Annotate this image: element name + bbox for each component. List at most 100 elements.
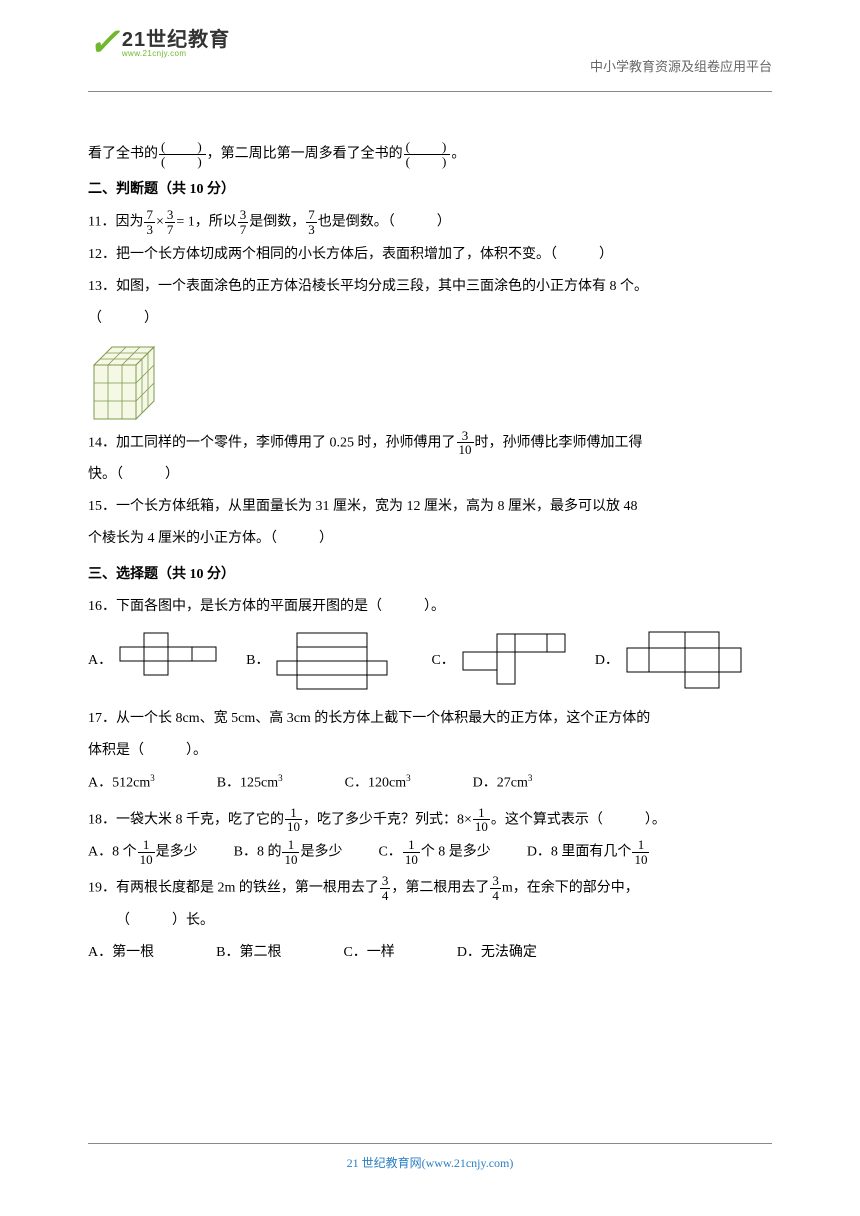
exponent: 3 xyxy=(150,773,155,783)
opt-label-a: A． xyxy=(88,647,112,675)
opt-label-c: C． xyxy=(431,647,454,675)
num: 3 xyxy=(457,429,474,444)
q19-opt-c: C．一样 xyxy=(343,939,394,967)
den: 10 xyxy=(457,443,474,457)
q16-opt-d: D． xyxy=(595,630,743,692)
q18-pre: 18．一袋大米 8 千克，吃了它的 xyxy=(88,812,284,827)
q12: 12．把一个长方体切成两个相同的小长方体后，表面积增加了，体积不变。（ ） xyxy=(88,241,772,269)
page-header: ✓ 21世纪教育 www.21cnjy.com 中小学教育资源及组卷应用平台 xyxy=(88,0,772,92)
intro-mid: ，第二周比第一周多看了全书的 xyxy=(207,146,403,161)
header-right-text: 中小学教育资源及组卷应用平台 xyxy=(590,56,772,75)
num: 1 xyxy=(282,838,299,853)
num: 1 xyxy=(285,806,302,821)
den: 10 xyxy=(138,853,155,867)
q17-options: A．512cm3 B．125cm3 C．120cm3 D．27cm3 xyxy=(88,769,772,798)
den: 10 xyxy=(403,853,420,867)
net-figure-a xyxy=(118,631,218,691)
den: 3 xyxy=(144,223,155,237)
q13-line2: （ ） xyxy=(88,305,772,333)
den: 10 xyxy=(473,820,490,834)
t: 是多少 xyxy=(156,844,198,859)
logo: ✓ 21世纪教育 www.21cnjy.com xyxy=(88,28,230,58)
intro-prefix: 看了全书的 xyxy=(88,146,158,161)
den: 4 xyxy=(490,889,501,903)
fraction: 37 xyxy=(238,208,249,236)
den: 10 xyxy=(285,820,302,834)
t: C． xyxy=(378,844,401,859)
q16-options: A． B． C． xyxy=(88,629,772,693)
q17-opt-b: B．125cm3 xyxy=(217,769,283,798)
fraction: 34 xyxy=(490,874,501,902)
num: 1 xyxy=(632,838,649,853)
q17-opt-a: A．512cm3 xyxy=(88,769,155,798)
q19-options: A．第一根 B．第二根 C．一样 D．无法确定 xyxy=(88,939,772,967)
fraction: 110 xyxy=(632,838,649,866)
section-3-title: 三、选择题（共 10 分） xyxy=(88,561,772,589)
blank-num: ( ) xyxy=(404,140,451,155)
mul-sign: × xyxy=(156,215,164,230)
q15-line2: 个棱长为 4 厘米的小正方体。（ ） xyxy=(88,525,772,553)
content-area: 看了全书的( )( )，第二周比第一周多看了全书的( )( )。 二、判断题（共… xyxy=(88,92,772,967)
q17-line1: 17．从一个长 8cm、宽 5cm、高 3cm 的长方体上截下一个体积最大的正方… xyxy=(88,705,772,733)
section-2-title: 二、判断题（共 10 分） xyxy=(88,176,772,204)
num: 1 xyxy=(403,838,420,853)
q11-post: 也是倒数。（ ） xyxy=(318,215,451,230)
fraction: 110 xyxy=(403,838,420,866)
q14-post1: 时，孙师傅比李师傅加工得 xyxy=(475,435,643,450)
q18-post: 。这个算式表示（ ）。 xyxy=(491,812,666,827)
q11: 11．因为73×37= 1，所以37是倒数，73也是倒数。（ ） xyxy=(88,208,772,236)
page-footer: 21 世纪教育网(www.21cnjy.com) xyxy=(88,1143,772,1172)
q18-opt-a: A．8 个110是多少 xyxy=(88,838,198,866)
q11-mid2: 是倒数， xyxy=(249,215,305,230)
den: 4 xyxy=(380,889,391,903)
t: A．8 个 xyxy=(88,844,137,859)
fraction: 110 xyxy=(282,838,299,866)
q19-pre: 19．有两根长度都是 2m 的铁丝，第一根用去了 xyxy=(88,881,379,896)
num: 7 xyxy=(144,208,155,223)
q11-mid1: ，所以 xyxy=(195,215,237,230)
den: 10 xyxy=(632,853,649,867)
num: 7 xyxy=(306,208,317,223)
fraction: 110 xyxy=(138,838,155,866)
num: 3 xyxy=(490,874,501,889)
q17-opt-c: C．120cm3 xyxy=(345,769,411,798)
fraction: 73 xyxy=(306,208,317,236)
opt-label-b: B． xyxy=(246,647,269,675)
q14-line1: 14．加工同样的一个零件，李师傅用了 0.25 时，孙师傅用了310时，孙师傅比… xyxy=(88,429,772,457)
opt-text: A．512cm xyxy=(88,776,150,791)
q18-opt-b: B．8 的110是多少 xyxy=(234,838,343,866)
fraction: 37 xyxy=(165,208,176,236)
den: 10 xyxy=(282,853,299,867)
q11-pre: 11．因为 xyxy=(88,215,143,230)
q19-line1: 19．有两根长度都是 2m 的铁丝，第一根用去了34，第二根用去了34m，在余下… xyxy=(88,874,772,902)
q16: 16．下面各图中，是长方体的平面展开图的是（ ）。 xyxy=(88,593,772,621)
blank-den: ( ) xyxy=(159,155,206,169)
q16-opt-c: C． xyxy=(431,632,566,690)
opt-label-d: D． xyxy=(595,647,619,675)
net-figure-d xyxy=(625,630,743,692)
fraction: 73 xyxy=(144,208,155,236)
logo-title: 21世纪教育 xyxy=(122,30,230,50)
num: 3 xyxy=(165,208,176,223)
fraction: 110 xyxy=(473,806,490,834)
blank-num: ( ) xyxy=(159,140,206,155)
q16-opt-a: A． xyxy=(88,631,218,691)
q18-mid: ，吃了多少千克？列式：8× xyxy=(303,812,472,827)
net-figure-b xyxy=(275,629,403,693)
q15-line1: 15．一个长方体纸箱，从里面量长为 31 厘米，宽为 12 厘米，高为 8 厘米… xyxy=(88,493,772,521)
q19-opt-a: A．第一根 xyxy=(88,939,154,967)
opt-text: B．125cm xyxy=(217,776,278,791)
cube-figure xyxy=(88,341,170,423)
num: 3 xyxy=(238,208,249,223)
fraction: 110 xyxy=(285,806,302,834)
q19-post: m，在余下的部分中， xyxy=(502,881,639,896)
q19-mid: ，第二根用去了 xyxy=(391,881,489,896)
exponent: 3 xyxy=(406,773,411,783)
q19-opt-d: D．无法确定 xyxy=(457,939,537,967)
blank-den: ( ) xyxy=(404,155,451,169)
q18-opt-d: D．8 里面有几个110 xyxy=(527,838,651,866)
q17-opt-d: D．27cm3 xyxy=(473,769,533,798)
den: 7 xyxy=(165,223,176,237)
num: 1 xyxy=(138,838,155,853)
net-figure-c xyxy=(461,632,567,690)
